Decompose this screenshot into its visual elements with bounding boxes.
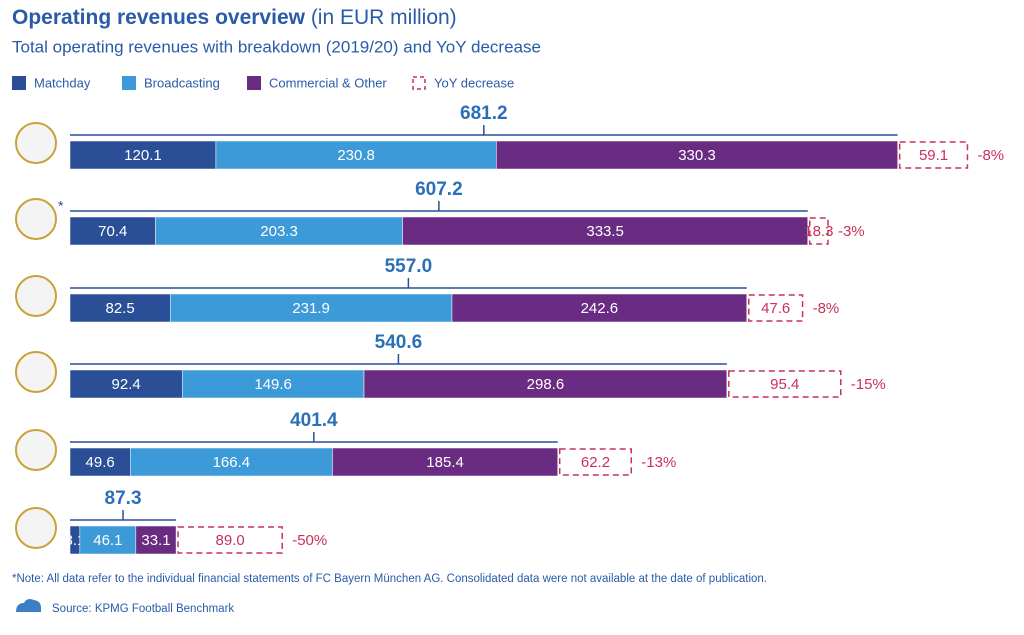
legend-label: Broadcasting [144, 75, 220, 90]
legend-swatch [247, 76, 261, 90]
bar-segment [332, 447, 558, 477]
value-label: 46.1 [93, 532, 122, 549]
bar-segment [130, 447, 333, 477]
chart-title: Operating revenues overview [12, 6, 306, 29]
value-label: 166.4 [213, 454, 251, 471]
yoy-decrease [177, 526, 283, 554]
yoy-change-label: -13% [641, 454, 676, 471]
bar-segment [135, 525, 177, 555]
value-label: 82.5 [106, 300, 135, 317]
value-label: 333.5 [586, 223, 624, 240]
yoy-decrease [898, 141, 969, 169]
note: *Note: All data refer to the individual … [12, 573, 767, 585]
value-label: 330.3 [678, 147, 716, 164]
value-label: 95.4 [770, 376, 799, 393]
bar-segment [496, 140, 898, 170]
yoy-decrease [808, 217, 829, 245]
bar-segment [182, 369, 365, 399]
club-logo [15, 122, 57, 164]
total-label: 557.0 [385, 256, 433, 277]
value-label: 70.4 [98, 223, 127, 240]
club-logo [15, 275, 57, 317]
yoy-change-label: -8% [977, 147, 1004, 164]
bar-segment [169, 293, 453, 323]
value-label: 185.4 [426, 454, 464, 471]
club-logo [15, 429, 57, 471]
value-label: 203.3 [260, 223, 298, 240]
total-label: 401.4 [290, 410, 338, 431]
yoy-decrease [558, 448, 633, 476]
total-label: 540.6 [375, 332, 423, 353]
source: Source: KPMG Football Benchmark [52, 603, 234, 615]
yoy-decrease [728, 370, 842, 398]
value-label: 62.2 [581, 454, 610, 471]
chart-title-line: Operating revenues overview (in EUR mill… [12, 6, 457, 29]
value-label: 47.6 [761, 300, 790, 317]
value-label: 242.6 [581, 300, 619, 317]
club-logo [15, 198, 57, 240]
bar-segment [69, 216, 156, 246]
value-label: 298.6 [527, 376, 565, 393]
club-logo [15, 351, 57, 393]
bar-segment [69, 447, 131, 477]
yoy-change-label: -15% [851, 376, 886, 393]
total-label: 607.2 [415, 179, 463, 200]
value-label: 33.1 [141, 532, 170, 549]
legend-label: Commercial & Other [269, 75, 387, 90]
value-label: 59.1 [919, 147, 948, 164]
legend-swatch [412, 76, 426, 90]
cloud-icon [16, 599, 41, 612]
value-label: 49.6 [86, 454, 115, 471]
bar-segment [79, 525, 137, 555]
bar-segment [69, 140, 217, 170]
value-label: 231.9 [292, 300, 330, 317]
bar-segment [69, 293, 171, 323]
bar-segment [155, 216, 403, 246]
value-label: 18.3 [804, 223, 833, 240]
yoy-change-label: -50% [292, 532, 327, 549]
chart-subtitle: Total operating revenues with breakdown … [12, 37, 541, 56]
yoy-change-label: -3% [838, 223, 865, 240]
legend-swatch [12, 76, 26, 90]
chart-title-suffix: (in EUR million) [311, 6, 457, 29]
value-label: 92.4 [112, 376, 141, 393]
total-label: 87.3 [105, 488, 142, 509]
bar-segment [451, 293, 748, 323]
value-label: 230.8 [337, 147, 375, 164]
bar-segment [402, 216, 808, 246]
total-label: 681.2 [460, 103, 508, 124]
value-label: 89.0 [216, 532, 245, 549]
annotation: * [58, 198, 64, 214]
bar-segment [363, 369, 728, 399]
value-label: 149.6 [254, 376, 292, 393]
yoy-change-label: -8% [813, 300, 840, 317]
legend-label: YoY decrease [434, 75, 514, 90]
legend-swatch [122, 76, 136, 90]
bar-segment [215, 140, 497, 170]
legend-label: Matchday [34, 75, 91, 90]
value-label: 120.1 [124, 147, 162, 164]
club-logo [15, 507, 57, 549]
